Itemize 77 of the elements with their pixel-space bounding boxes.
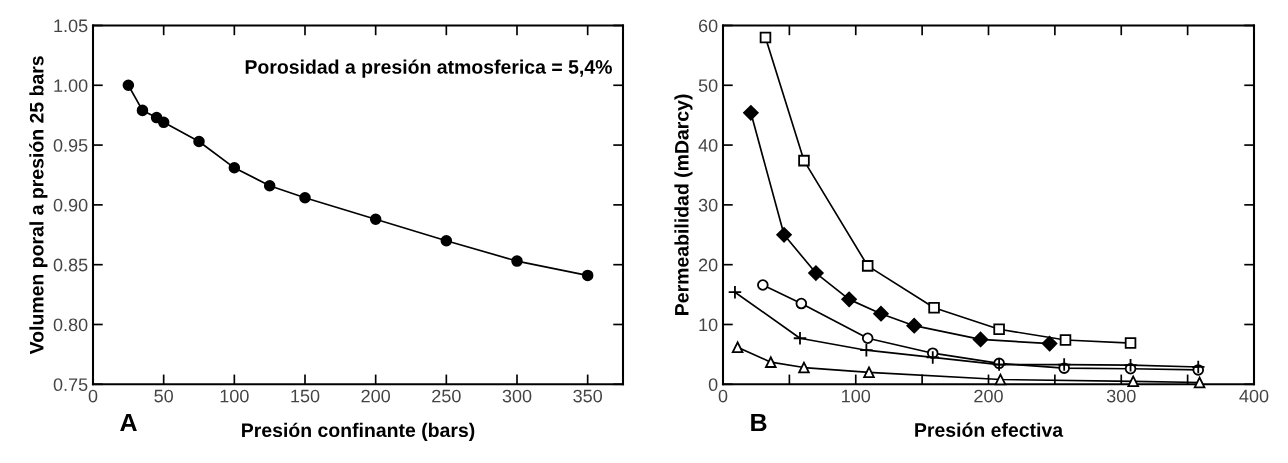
x-axis-title: Presión confinante (bars) (242, 422, 475, 441)
point (193, 135, 205, 148)
x-tick-label: 0 (88, 389, 98, 403)
y-tick-label: 30 (698, 198, 718, 212)
text: A (120, 413, 137, 432)
point (136, 104, 149, 117)
y-tick-label: 0 (708, 378, 718, 392)
point (994, 373, 1007, 386)
point (157, 116, 170, 129)
y-tick-label: 40 (698, 139, 718, 152)
x-tick-label: 200 (361, 389, 391, 403)
y-tick-label: 20 (698, 258, 718, 272)
point (743, 104, 759, 121)
y-tick-label: 1.05 (54, 19, 88, 33)
x-tick-label: 250 (432, 389, 461, 403)
point (1191, 359, 1206, 375)
point (369, 213, 382, 225)
point (798, 154, 810, 167)
point (727, 285, 743, 300)
point (228, 162, 241, 174)
x-tick-label: 200 (974, 389, 1003, 403)
y-tick-label: 0.85 (53, 258, 88, 272)
x-tick-label: 50 (154, 389, 173, 403)
point (759, 31, 772, 44)
point (1127, 375, 1139, 388)
point (581, 269, 594, 282)
x-tick-label: 400 (1239, 389, 1269, 403)
point (993, 323, 1005, 336)
x-tick-label: 150 (291, 389, 320, 403)
y-tick-label: 0.95 (53, 139, 88, 152)
point (841, 291, 857, 308)
point (861, 260, 874, 272)
point (1041, 335, 1058, 352)
y-tick-label: 60 (698, 19, 718, 33)
point (122, 79, 135, 92)
y-tick-label: 0.90 (53, 198, 88, 212)
point (798, 361, 810, 374)
x-axis-title: Presión efectiva (915, 422, 1064, 437)
y-tick-label: 50 (698, 79, 718, 92)
point (928, 301, 940, 314)
point (863, 366, 875, 379)
y-tick-label: 0.80 (53, 318, 88, 332)
x-tick-label: 300 (502, 389, 532, 403)
x-tick-label: 100 (842, 389, 871, 403)
x-tick-label: 0 (718, 389, 728, 403)
y-tick-label: 1.00 (54, 79, 88, 92)
annotation: Porosidad a presión atmosferica = 5,4% (245, 59, 612, 78)
point (765, 356, 777, 368)
y-axis-title: Permeabilidad (mDarcy) (674, 94, 693, 315)
x-tick-label: 300 (1106, 389, 1136, 403)
y-tick-label: 0.75 (53, 378, 88, 392)
point (792, 331, 808, 346)
point (1059, 334, 1072, 346)
text: B (751, 413, 767, 432)
point (299, 191, 311, 204)
point (795, 297, 808, 310)
point (972, 331, 989, 348)
x-tick-label: 100 (220, 389, 249, 403)
y-tick-label: 10 (699, 318, 718, 332)
point (1057, 357, 1072, 372)
point (511, 255, 523, 267)
point (925, 350, 940, 365)
point (1123, 357, 1138, 373)
point (906, 317, 922, 334)
point (731, 341, 744, 353)
point (440, 234, 453, 247)
point (1193, 376, 1206, 389)
point (808, 265, 824, 281)
point (861, 332, 874, 345)
point (776, 226, 792, 243)
point (757, 279, 769, 291)
point (1124, 337, 1137, 349)
point (873, 305, 889, 322)
x-tick-label: 350 (573, 389, 603, 403)
y-axis-title: Volumen poral a presión 25 bars (29, 56, 48, 355)
point (859, 343, 874, 358)
point (263, 179, 276, 192)
